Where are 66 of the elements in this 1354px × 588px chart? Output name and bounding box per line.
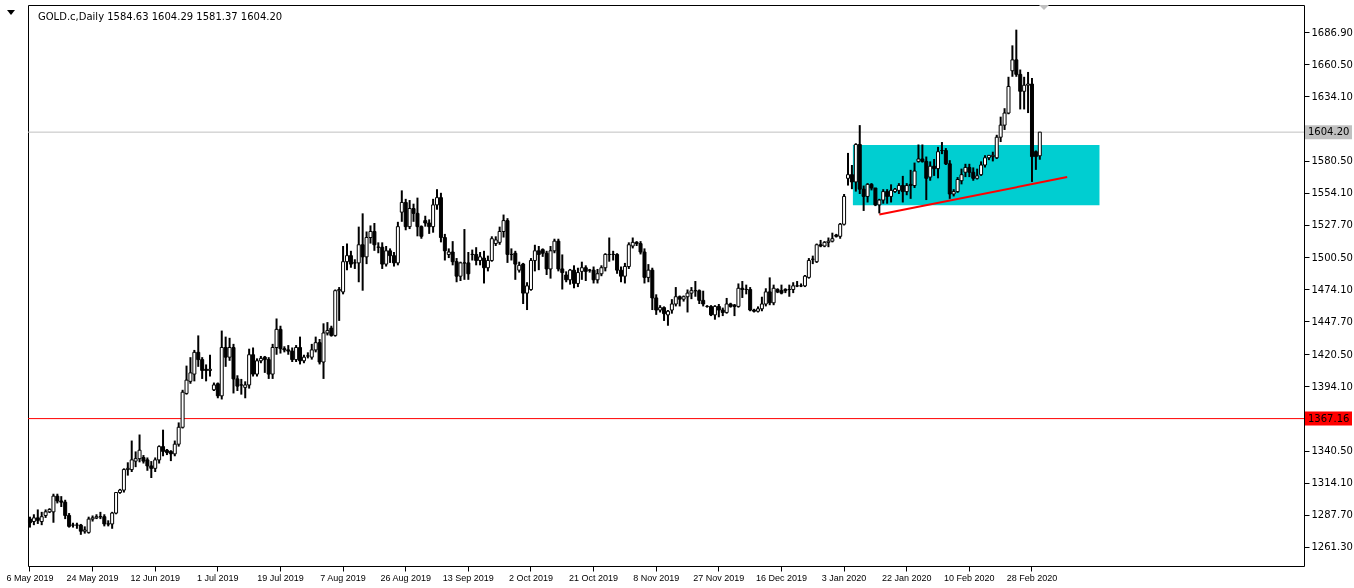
x-tick-label: 26 Aug 2019 [380, 572, 431, 583]
candlestick [129, 439, 134, 473]
x-tick-label: 6 May 2019 [6, 572, 54, 583]
x-tick-label: 27 Nov 2019 [693, 572, 745, 583]
candlestick [474, 246, 479, 267]
candlestick [900, 174, 905, 204]
candlestick [254, 357, 259, 378]
y-tick-label: 1554.10 [1311, 187, 1353, 199]
y-tick-label: 1314.10 [1311, 477, 1353, 489]
x-tick-label: 12 Jun 2019 [130, 572, 180, 583]
y-tick-label: 1287.70 [1311, 509, 1353, 521]
y-tick-label: 1686.90 [1311, 26, 1353, 38]
x-tick-label: 24 May 2019 [66, 572, 119, 583]
candlestick [399, 189, 404, 223]
y-tick-label: 1340.50 [1311, 445, 1353, 457]
x-tick-label: 21 Oct 2019 [569, 572, 619, 583]
y-tick-label: 1580.50 [1311, 155, 1353, 167]
candlestick [372, 222, 377, 252]
candlestick [846, 151, 851, 187]
candlestick [239, 377, 244, 396]
candlestick [748, 286, 753, 313]
y-tick-label: 1394.10 [1311, 380, 1353, 392]
candlestick [936, 145, 941, 180]
y-tick-label: 1500.50 [1311, 251, 1353, 263]
x-tick-label: 10 Feb 2020 [944, 572, 995, 583]
ref-line-label: 1367.16 [1308, 412, 1350, 424]
candlestick [544, 249, 549, 276]
x-tick-label: 28 Feb 2020 [1006, 572, 1058, 583]
ref-line-label: 1604.20 [1308, 126, 1350, 138]
candlestick [137, 433, 142, 464]
y-tick-label: 1527.70 [1311, 219, 1353, 231]
candlestick [908, 168, 913, 200]
y-tick-label: 1474.10 [1311, 283, 1353, 295]
y-tick-label: 1261.30 [1311, 541, 1353, 553]
x-tick-label: 19 Jul 2019 [257, 572, 304, 583]
candlestick [51, 492, 56, 524]
candlestick [572, 264, 577, 290]
candlestick [575, 266, 580, 289]
candlestick [1037, 131, 1042, 161]
x-tick-label: 22 Jan 2020 [881, 572, 932, 583]
x-tick-label: 2 Oct 2019 [508, 572, 553, 583]
candlestick [928, 160, 933, 182]
candlestick [916, 143, 921, 164]
candlestick [873, 186, 878, 208]
y-tick-label: 1660.50 [1311, 58, 1353, 70]
x-tick-label: 7 Aug 2019 [320, 572, 366, 583]
text: GOLD.c,Daily 1584.63 1604.29 1581.37 1604.20 [38, 11, 283, 22]
y-tick-label: 1420.50 [1311, 348, 1353, 360]
candlestick [1010, 44, 1015, 78]
candlestick [208, 353, 213, 378]
candlestick [384, 244, 389, 268]
x-tick-label: 8 Nov 2019 [633, 572, 680, 583]
x-tick-label: 13 Sep 2019 [442, 572, 494, 583]
y-tick-label: 1634.10 [1311, 90, 1353, 102]
y-tick-label: 1447.70 [1311, 315, 1353, 327]
candlestick [415, 196, 420, 238]
candlestick [513, 249, 518, 281]
x-tick-label: 3 Jan 2020 [821, 572, 867, 583]
x-tick-label: 16 Dec 2019 [755, 572, 807, 583]
candlestick [380, 241, 385, 270]
candlestick [407, 199, 412, 231]
candlestick [536, 244, 541, 272]
candlestick [1022, 75, 1027, 111]
x-tick-label: 1 Jul 2019 [197, 572, 239, 583]
candlestick [462, 228, 467, 281]
candlestick [685, 288, 690, 314]
